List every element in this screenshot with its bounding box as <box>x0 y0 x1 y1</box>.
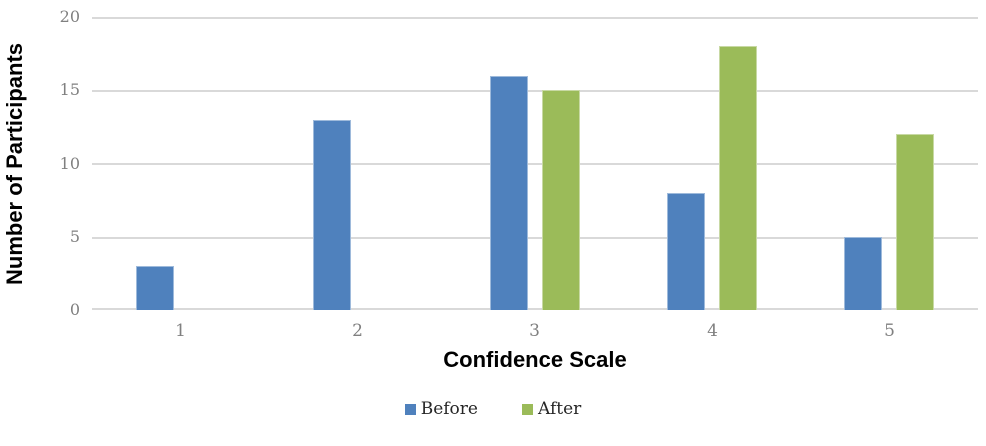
bar-before-2 <box>313 120 351 310</box>
legend: Before After <box>0 399 986 419</box>
legend-entry-after: After <box>521 399 582 419</box>
x-tick-label-3: 3 <box>529 321 540 341</box>
bar-after-3 <box>542 90 580 310</box>
legend-label-after: After <box>537 399 582 419</box>
legend-entry-before: Before <box>404 399 478 419</box>
bar-after-5 <box>896 134 934 310</box>
y-tick-label-20: 20 <box>59 7 80 26</box>
legend-swatch-after <box>521 403 533 415</box>
bar-after-4 <box>719 46 757 310</box>
gridline-15 <box>92 90 978 92</box>
gridline-10 <box>92 163 978 165</box>
bar-before-3 <box>490 76 528 310</box>
legend-label-before: Before <box>420 399 478 419</box>
x-tick-label-4: 4 <box>707 321 718 341</box>
bar-before-5 <box>844 237 882 310</box>
x-tick-label-2: 2 <box>352 321 363 341</box>
gridline-20 <box>92 17 978 19</box>
y-tick-label-15: 15 <box>59 80 80 99</box>
x-tick-label-1: 1 <box>175 321 186 341</box>
y-tick-label-10: 10 <box>59 154 80 173</box>
bar-before-4 <box>667 193 705 310</box>
bar-before-1 <box>136 266 174 310</box>
x-axis-line <box>92 308 978 310</box>
x-axis-title: Confidence Scale <box>443 347 627 372</box>
y-tick-label-5: 5 <box>69 227 80 246</box>
legend-swatch-before <box>404 403 416 415</box>
y-axis-title: Number of Participants <box>2 42 27 285</box>
y-tick-label-0: 0 <box>69 300 80 319</box>
x-tick-label-5: 5 <box>884 321 895 341</box>
plot-area <box>92 17 978 310</box>
gridline-5 <box>92 237 978 239</box>
